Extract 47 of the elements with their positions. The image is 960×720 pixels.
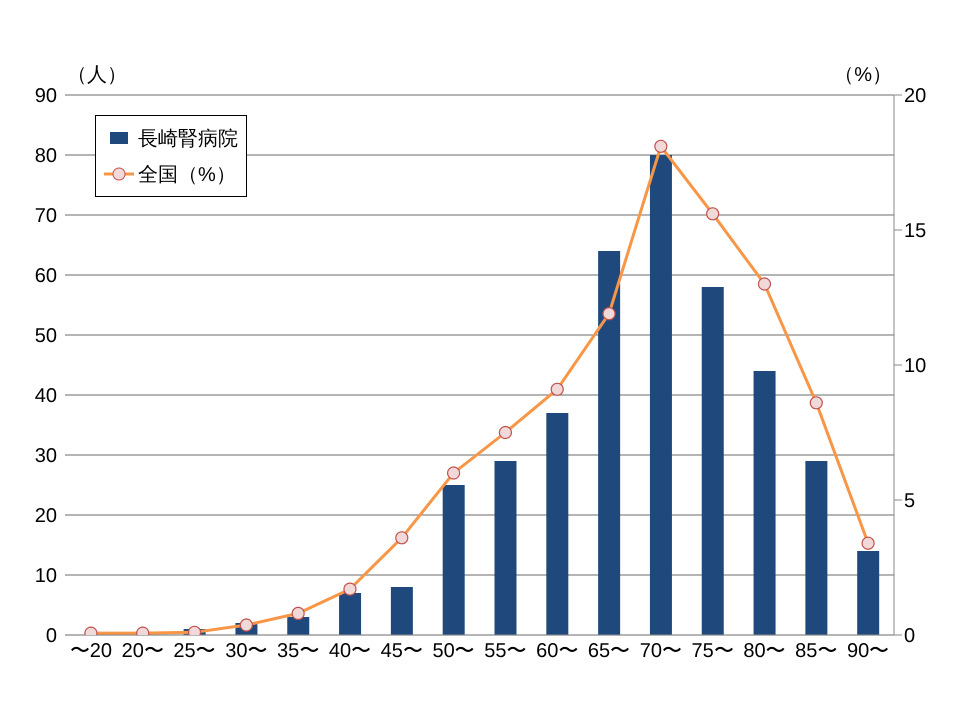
x-tick-label: 30〜 xyxy=(225,640,268,662)
y2-tick-label: 10 xyxy=(904,355,926,378)
bar xyxy=(857,551,880,635)
x-tick-label: 60〜 xyxy=(536,640,578,662)
y-tick-label: 10 xyxy=(34,565,57,588)
y-tick-label: 70 xyxy=(34,205,57,228)
y2-axis-title: （%） xyxy=(834,64,892,86)
y-tick-label: 0 xyxy=(46,625,57,648)
y-tick-label: 60 xyxy=(34,265,57,288)
y2-tick-label: 20 xyxy=(904,85,926,108)
x-tick-label: 65〜 xyxy=(588,640,630,662)
y-tick-label: 20 xyxy=(34,505,57,528)
x-tick-label: 90〜 xyxy=(846,640,890,662)
bar xyxy=(546,413,568,635)
x-tick-label: 25〜 xyxy=(173,640,216,662)
bar xyxy=(287,617,310,635)
bar xyxy=(494,461,516,635)
x-tick-label: 20〜 xyxy=(122,640,164,662)
bar xyxy=(339,593,362,635)
legend-label: 長崎腎病院 xyxy=(138,126,238,152)
bar xyxy=(650,155,672,635)
legend-label: 全国（%） xyxy=(138,162,236,188)
x-tick-label: 45〜 xyxy=(380,640,423,662)
bar xyxy=(702,287,724,635)
bar xyxy=(442,485,465,635)
y-tick-label: 90 xyxy=(34,85,57,108)
y-tick-label: 50 xyxy=(34,325,57,348)
y2-tick-label: 0 xyxy=(904,625,916,648)
x-tick-label: 〜20 xyxy=(70,640,112,662)
y2-tick-label: 5 xyxy=(904,490,916,512)
bar xyxy=(598,251,620,635)
y-tick-label: 40 xyxy=(34,385,57,408)
bar xyxy=(390,587,413,635)
x-tick-label: 50〜 xyxy=(432,640,475,662)
y-axis-title: （人） xyxy=(67,64,127,86)
y2-tick-label: 15 xyxy=(904,220,926,242)
x-tick-label: 40〜 xyxy=(328,640,372,662)
x-tick-label: 85〜 xyxy=(795,640,838,662)
x-tick-label: 70〜 xyxy=(640,640,682,662)
x-tick-label: 35〜 xyxy=(277,640,320,662)
y-tick-label: 30 xyxy=(34,445,57,468)
x-tick-label: 55〜 xyxy=(484,640,527,662)
x-tick-label: 75〜 xyxy=(692,640,734,662)
x-tick-label: 80〜 xyxy=(743,640,786,662)
bar xyxy=(754,371,776,635)
bar xyxy=(805,461,828,635)
y-tick-label: 80 xyxy=(34,145,57,168)
